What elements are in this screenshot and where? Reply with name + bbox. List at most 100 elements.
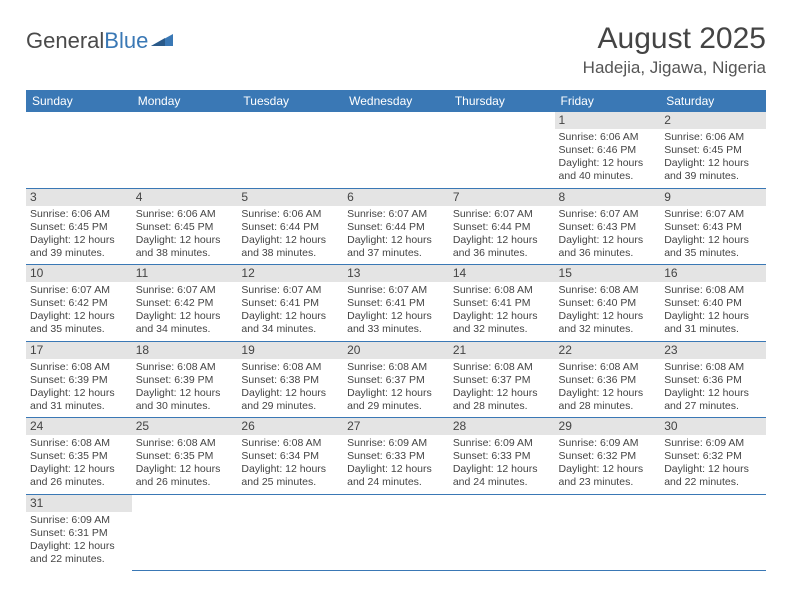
daylight-text: Daylight: 12 hours [559, 234, 657, 247]
sunrise-text: Sunrise: 6:07 AM [664, 208, 762, 221]
daylight-text: and 38 minutes. [136, 247, 234, 260]
daylight-text: and 34 minutes. [241, 323, 339, 336]
day-header: Monday [132, 90, 238, 112]
week-row: 31Sunrise: 6:09 AMSunset: 6:31 PMDayligh… [26, 494, 766, 570]
title-block: August 2025 Hadejia, Jigawa, Nigeria [583, 22, 766, 78]
sunrise-text: Sunrise: 6:06 AM [136, 208, 234, 221]
day-header: Friday [555, 90, 661, 112]
day-number: 31 [26, 495, 132, 512]
logo: GeneralBlue [26, 22, 175, 54]
daylight-text: Daylight: 12 hours [559, 157, 657, 170]
daylight-text: and 28 minutes. [453, 400, 551, 413]
sunset-text: Sunset: 6:46 PM [559, 144, 657, 157]
daylight-text: and 28 minutes. [559, 400, 657, 413]
sunrise-text: Sunrise: 6:07 AM [559, 208, 657, 221]
sunset-text: Sunset: 6:41 PM [241, 297, 339, 310]
day-number: 4 [132, 189, 238, 206]
day-number: 14 [449, 265, 555, 282]
daylight-text: and 38 minutes. [241, 247, 339, 260]
empty-cell [660, 494, 766, 570]
empty-cell [449, 112, 555, 188]
sunset-text: Sunset: 6:34 PM [241, 450, 339, 463]
daylight-text: and 34 minutes. [136, 323, 234, 336]
sunset-text: Sunset: 6:44 PM [453, 221, 551, 234]
sunrise-text: Sunrise: 6:09 AM [559, 437, 657, 450]
day-cell: 2Sunrise: 6:06 AMSunset: 6:45 PMDaylight… [660, 112, 766, 188]
day-cell: 25Sunrise: 6:08 AMSunset: 6:35 PMDayligh… [132, 418, 238, 495]
daylight-text: and 23 minutes. [559, 476, 657, 489]
daylight-text: Daylight: 12 hours [136, 387, 234, 400]
daylight-text: and 35 minutes. [30, 323, 128, 336]
location: Hadejia, Jigawa, Nigeria [583, 58, 766, 78]
day-number: 5 [237, 189, 343, 206]
sunrise-text: Sunrise: 6:09 AM [453, 437, 551, 450]
daylight-text: and 25 minutes. [241, 476, 339, 489]
daylight-text: Daylight: 12 hours [453, 234, 551, 247]
week-row: 1Sunrise: 6:06 AMSunset: 6:46 PMDaylight… [26, 112, 766, 188]
sunrise-text: Sunrise: 6:08 AM [241, 361, 339, 374]
daylight-text: and 40 minutes. [559, 170, 657, 183]
day-cell: 23Sunrise: 6:08 AMSunset: 6:36 PMDayligh… [660, 341, 766, 418]
sunset-text: Sunset: 6:37 PM [453, 374, 551, 387]
sunrise-text: Sunrise: 6:08 AM [136, 361, 234, 374]
day-number: 1 [555, 112, 661, 129]
sunset-text: Sunset: 6:44 PM [241, 221, 339, 234]
day-number: 30 [660, 418, 766, 435]
day-cell: 9Sunrise: 6:07 AMSunset: 6:43 PMDaylight… [660, 188, 766, 265]
daylight-text: Daylight: 12 hours [347, 387, 445, 400]
day-cell: 20Sunrise: 6:08 AMSunset: 6:37 PMDayligh… [343, 341, 449, 418]
daylight-text: Daylight: 12 hours [30, 234, 128, 247]
month-title: August 2025 [583, 22, 766, 56]
sunset-text: Sunset: 6:45 PM [136, 221, 234, 234]
day-number: 24 [26, 418, 132, 435]
sunset-text: Sunset: 6:35 PM [136, 450, 234, 463]
day-header: Sunday [26, 90, 132, 112]
sunset-text: Sunset: 6:38 PM [241, 374, 339, 387]
daylight-text: and 30 minutes. [136, 400, 234, 413]
week-row: 24Sunrise: 6:08 AMSunset: 6:35 PMDayligh… [26, 418, 766, 495]
sunrise-text: Sunrise: 6:06 AM [559, 131, 657, 144]
sunset-text: Sunset: 6:40 PM [559, 297, 657, 310]
logo-text-1: General [26, 28, 104, 54]
day-number: 2 [660, 112, 766, 129]
sunrise-text: Sunrise: 6:09 AM [347, 437, 445, 450]
day-cell: 7Sunrise: 6:07 AMSunset: 6:44 PMDaylight… [449, 188, 555, 265]
day-cell: 31Sunrise: 6:09 AMSunset: 6:31 PMDayligh… [26, 494, 132, 570]
daylight-text: Daylight: 12 hours [136, 463, 234, 476]
day-number: 8 [555, 189, 661, 206]
empty-cell [343, 112, 449, 188]
day-cell: 16Sunrise: 6:08 AMSunset: 6:40 PMDayligh… [660, 265, 766, 342]
day-cell: 3Sunrise: 6:06 AMSunset: 6:45 PMDaylight… [26, 188, 132, 265]
sunrise-text: Sunrise: 6:06 AM [30, 208, 128, 221]
day-number: 6 [343, 189, 449, 206]
daylight-text: and 26 minutes. [30, 476, 128, 489]
day-number: 16 [660, 265, 766, 282]
day-number: 12 [237, 265, 343, 282]
daylight-text: and 27 minutes. [664, 400, 762, 413]
day-header: Saturday [660, 90, 766, 112]
empty-cell [132, 112, 238, 188]
day-cell: 29Sunrise: 6:09 AMSunset: 6:32 PMDayligh… [555, 418, 661, 495]
sunset-text: Sunset: 6:41 PM [453, 297, 551, 310]
daylight-text: Daylight: 12 hours [241, 463, 339, 476]
daylight-text: Daylight: 12 hours [664, 234, 762, 247]
daylight-text: Daylight: 12 hours [559, 310, 657, 323]
daylight-text: and 39 minutes. [30, 247, 128, 260]
day-cell: 15Sunrise: 6:08 AMSunset: 6:40 PMDayligh… [555, 265, 661, 342]
day-header: Wednesday [343, 90, 449, 112]
sunset-text: Sunset: 6:36 PM [664, 374, 762, 387]
day-cell: 27Sunrise: 6:09 AMSunset: 6:33 PMDayligh… [343, 418, 449, 495]
daylight-text: and 24 minutes. [453, 476, 551, 489]
day-cell: 1 Sunrise: 6:06 AMSunset: 6:46 PMDaylight… [555, 112, 661, 188]
sunrise-text: Sunrise: 6:06 AM [664, 131, 762, 144]
sunrise-text: Sunrise: 6:09 AM [30, 514, 128, 527]
sunset-text: Sunset: 6:42 PM [136, 297, 234, 310]
day-number: 27 [343, 418, 449, 435]
sunrise-text: Sunrise: 6:08 AM [453, 361, 551, 374]
empty-cell [237, 112, 343, 188]
day-cell: 4Sunrise: 6:06 AMSunset: 6:45 PMDaylight… [132, 188, 238, 265]
sunset-text: Sunset: 6:32 PM [664, 450, 762, 463]
empty-cell [132, 494, 238, 570]
day-cell: 14Sunrise: 6:08 AMSunset: 6:41 PMDayligh… [449, 265, 555, 342]
sunrise-text: Sunrise: 6:08 AM [347, 361, 445, 374]
